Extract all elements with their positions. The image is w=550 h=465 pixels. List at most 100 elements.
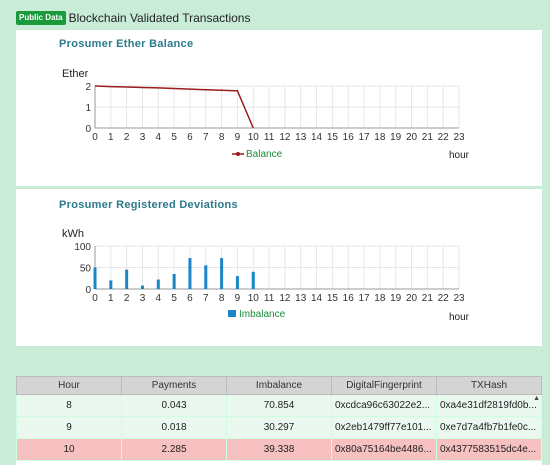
balance-x-tick: 3 xyxy=(140,132,146,143)
hour-cell: 8 xyxy=(16,394,122,417)
balance-x-tick: 11 xyxy=(264,132,275,143)
imbalance-y-label: kWh xyxy=(62,228,84,240)
balance-x-tick: 9 xyxy=(235,132,241,143)
balance-x-tick: 23 xyxy=(453,132,465,143)
balance-legend-label: Balance xyxy=(246,149,283,160)
fingerprint-cell: 0x2eb1479ff77e101... xyxy=(331,416,437,439)
scroll-up-icon[interactable]: ▲ xyxy=(533,395,540,402)
imbalance-bar xyxy=(93,267,97,289)
imbalance-x-tick: 19 xyxy=(390,293,402,304)
balance-y-tick: 2 xyxy=(85,82,91,93)
balance-x-tick: 1 xyxy=(108,132,114,143)
imbalance-x-tick: 18 xyxy=(374,293,386,304)
imbalance-legend-label: Imbalance xyxy=(239,309,286,320)
payments-cell: 0.018 xyxy=(121,416,227,439)
balance-y-tick: 0 xyxy=(85,124,91,135)
page-title: Blockchain Validated Transactions xyxy=(68,11,251,25)
imbalance-x-tick: 14 xyxy=(311,293,323,304)
imbalance-x-tick: 0 xyxy=(92,293,98,304)
column-header[interactable]: Hour xyxy=(16,376,122,395)
fingerprint-cell: 0x80a75164be4486... xyxy=(331,438,437,461)
imbalance-bar xyxy=(109,280,113,289)
imbalance-bar xyxy=(140,285,144,289)
imbalance-bar xyxy=(125,269,129,289)
imbalance-x-tick: 6 xyxy=(187,293,193,304)
balance-x-tick: 14 xyxy=(311,132,323,143)
imbalance-bar xyxy=(188,258,192,289)
imbalance-y-tick: 100 xyxy=(74,242,91,253)
imbalance-x-tick: 2 xyxy=(124,293,130,304)
imbalance-x-tick: 17 xyxy=(358,293,370,304)
balance-x-tick: 8 xyxy=(219,132,225,143)
balance-x-tick: 2 xyxy=(124,132,130,143)
imbalance-bar xyxy=(156,279,160,289)
header: Public Data Blockchain Validated Transac… xyxy=(16,11,250,25)
txhash-cell: 0x4377583515dc4e... xyxy=(436,438,542,461)
imbalance-x-tick: 1 xyxy=(108,293,114,304)
imbalance-bar xyxy=(251,271,255,289)
balance-x-tick: 16 xyxy=(343,132,355,143)
imbalance-x-tick: 23 xyxy=(453,293,465,304)
imbalance-x-tick: 9 xyxy=(235,293,241,304)
column-header[interactable]: TXHash xyxy=(436,376,542,395)
balance-y-tick: 1 xyxy=(85,103,91,114)
imbalance-y-tick: 50 xyxy=(80,264,92,275)
balance-x-tick: 0 xyxy=(92,132,98,143)
imbalance-x-tick: 15 xyxy=(327,293,339,304)
balance-x-tick: 6 xyxy=(187,132,193,143)
column-header[interactable]: DigitalFingerprint xyxy=(331,376,437,395)
balance-series-line xyxy=(94,85,254,129)
imbalance-x-tick: 12 xyxy=(279,293,291,304)
imbalance-x-tick: 10 xyxy=(248,293,260,304)
table-row[interactable]: 8 0.043 70.854 0xcdca96c63022e2... 0xa4e31df… xyxy=(16,394,542,417)
txhash-cell: 0xa4e31df2819fd0b... xyxy=(436,394,542,417)
imbalance-y-tick: 0 xyxy=(85,285,91,296)
transactions-table[interactable]: Hour Payments Imbalance DigitalFingerprint T… xyxy=(16,376,542,465)
table-header-row: Hour Payments Imbalance DigitalFingerprint T… xyxy=(16,376,542,395)
balance-x-tick: 13 xyxy=(295,132,307,143)
imbalance-bar xyxy=(204,265,208,289)
imbalance-bar xyxy=(172,273,176,289)
imbalance-x-tick: 22 xyxy=(438,293,450,304)
deviations-chart: 0 1 2 3 4 5 6 7 8 9 10 11 12 13 14 15 16 17 18 19 20 21 22 2305… xyxy=(62,228,470,323)
imbalance-x-tick: 11 xyxy=(264,293,275,304)
ether-balance-card: Prosumer Ether Balance 0 1 2 3 4 5 6 7 8 9 10 11 12 1… xyxy=(16,30,542,186)
column-header[interactable]: Payments xyxy=(121,376,227,395)
balance-x-tick: 20 xyxy=(406,132,418,143)
payments-cell: 2.285 xyxy=(121,438,227,461)
hour-cell: 9 xyxy=(16,416,122,439)
balance-x-tick: 17 xyxy=(358,132,370,143)
public-data-badge: Public Data xyxy=(16,11,66,25)
balance-x-tick: 12 xyxy=(279,132,291,143)
payments-cell: 0.043 xyxy=(121,394,227,417)
ether-balance-title: Prosumer Ether Balance xyxy=(59,38,194,50)
balance-x-tick: 18 xyxy=(374,132,386,143)
imbalance-x-label: hour xyxy=(449,312,470,323)
table-row[interactable]: 10 2.285 39.338 0x80a75164be4486... 0x437758… xyxy=(16,438,542,461)
balance-x-tick: 5 xyxy=(171,132,177,143)
hour-cell: 10 xyxy=(16,438,122,461)
imbalance-cell: 30.297 xyxy=(226,416,332,439)
table-row[interactable]: 9 0.018 30.297 0x2eb1479ff77e101... 0xe7d7a4… xyxy=(16,416,542,439)
balance-x-tick: 21 xyxy=(422,132,434,143)
ether-balance-chart: 0 1 2 3 4 5 6 7 8 9 10 11 12 13 14 15 16 17 18 19 20 21 22 2301… xyxy=(62,68,470,161)
imbalance-legend-swatch xyxy=(228,310,236,317)
deviations-title: Prosumer Registered Deviations xyxy=(59,199,238,211)
fingerprint-cell: 0xcdca96c63022e2... xyxy=(331,394,437,417)
txhash-cell: 0xe7d7a4fb7b1fe0c... xyxy=(436,416,542,439)
balance-x-tick: 15 xyxy=(327,132,339,143)
balance-y-label: Ether xyxy=(62,68,89,80)
imbalance-x-tick: 21 xyxy=(422,293,434,304)
imbalance-x-tick: 4 xyxy=(156,293,162,304)
imbalance-x-tick: 16 xyxy=(343,293,355,304)
imbalance-x-tick: 20 xyxy=(406,293,418,304)
balance-legend-marker xyxy=(236,152,240,156)
imbalance-bar xyxy=(235,276,239,289)
imbalance-bar xyxy=(220,258,224,289)
balance-x-tick: 4 xyxy=(156,132,162,143)
imbalance-cell: 70.854 xyxy=(226,394,332,417)
column-header[interactable]: Imbalance xyxy=(226,376,332,395)
balance-x-tick: 10 xyxy=(248,132,260,143)
balance-x-tick: 19 xyxy=(390,132,402,143)
